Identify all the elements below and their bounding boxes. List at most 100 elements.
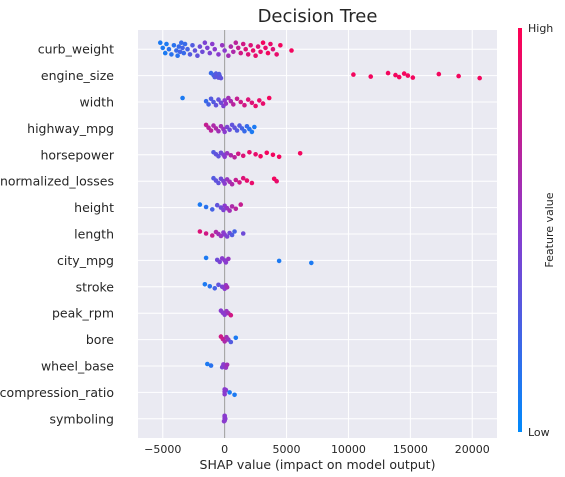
feature-label: stroke xyxy=(76,279,115,294)
shap-point xyxy=(213,102,219,108)
shap-point xyxy=(231,102,236,107)
shap-point xyxy=(227,208,232,213)
feature-row-width xyxy=(180,95,272,109)
shap-point xyxy=(232,392,237,398)
shap-point xyxy=(222,391,227,397)
shap-point xyxy=(197,202,203,207)
shap-point xyxy=(252,124,257,130)
shap-point xyxy=(176,44,182,49)
shap-point xyxy=(436,71,442,77)
shap-point xyxy=(250,48,256,53)
feature-row-curb_weight xyxy=(157,40,294,58)
shap-point xyxy=(245,52,251,57)
shap-point xyxy=(229,232,235,238)
shap-point xyxy=(222,312,227,318)
feature-row-compression_ratio xyxy=(222,387,237,398)
shap-point xyxy=(221,207,226,213)
feature-row-symboling xyxy=(221,413,228,424)
shap-point xyxy=(203,255,209,261)
shap-point xyxy=(260,101,266,106)
feature-label: height xyxy=(74,200,114,215)
shap-point xyxy=(226,53,231,58)
shap-point xyxy=(351,72,356,77)
shap-point xyxy=(226,95,231,101)
shap-point xyxy=(240,153,246,159)
shap-point xyxy=(203,98,209,104)
shap-point xyxy=(276,154,282,160)
shap-point xyxy=(228,312,234,318)
shap-point xyxy=(180,45,185,51)
gridlines xyxy=(138,30,497,438)
shap-point xyxy=(276,258,282,264)
shap-point xyxy=(175,53,180,58)
shap-point xyxy=(222,129,227,135)
x-tick-label: 0 xyxy=(221,443,228,456)
shap-point xyxy=(255,44,261,49)
feature-label: normalized_losses xyxy=(0,174,114,189)
shap-point xyxy=(266,95,272,101)
shap-point xyxy=(253,53,258,58)
shap-point xyxy=(180,95,185,101)
shap-point xyxy=(222,181,227,186)
shap-point xyxy=(410,75,416,80)
shap-point xyxy=(231,49,236,55)
x-tick-label: −5000 xyxy=(144,443,181,456)
shap-point xyxy=(229,181,235,187)
shap-point xyxy=(207,50,213,56)
shap-point xyxy=(309,260,314,266)
shap-point xyxy=(160,45,166,51)
shap-point xyxy=(206,102,211,107)
colorbar-low-label: Low xyxy=(528,426,550,439)
shap-point xyxy=(202,282,208,287)
shap-point xyxy=(238,50,244,56)
shap-point xyxy=(249,100,255,106)
shap-point xyxy=(192,48,198,53)
shap-point xyxy=(209,233,215,238)
shap-point xyxy=(181,50,187,56)
chart-title: Decision Tree xyxy=(258,6,378,27)
shap-point xyxy=(212,286,218,291)
shap-point xyxy=(278,43,283,48)
shap-point xyxy=(456,73,461,79)
shap-point xyxy=(243,46,248,52)
feature-row-normalized_losses xyxy=(211,175,279,187)
shap-point xyxy=(166,46,172,52)
shap-point xyxy=(249,180,255,186)
feature-row-height xyxy=(197,202,244,213)
shap-point xyxy=(368,74,374,79)
shap-point xyxy=(197,44,203,49)
shap-point xyxy=(202,40,208,45)
feature-row-city_mpg xyxy=(203,255,314,266)
feature-row-length xyxy=(197,229,246,239)
shap-point xyxy=(227,127,232,133)
feature-label: wheel_base xyxy=(41,359,114,374)
feature-label: city_mpg xyxy=(57,253,114,268)
x-tick-label: 5000 xyxy=(273,443,301,456)
feature-label: bore xyxy=(86,332,114,347)
shap-point xyxy=(238,99,244,105)
shap-point xyxy=(268,41,273,47)
shap-point xyxy=(223,101,229,106)
data-points xyxy=(157,40,482,424)
shap-point xyxy=(274,178,279,184)
shap-point xyxy=(162,50,168,56)
shap-point xyxy=(222,339,227,344)
shap-point xyxy=(401,71,407,76)
shap-point xyxy=(219,43,225,48)
shap-point xyxy=(258,49,263,55)
shap-point xyxy=(197,229,203,234)
shap-point xyxy=(218,233,224,239)
shap-point xyxy=(164,41,169,47)
shap-point xyxy=(385,70,391,76)
shap-point xyxy=(263,45,268,51)
shap-point xyxy=(209,207,215,212)
feature-label: engine_size xyxy=(41,68,114,83)
shap-point xyxy=(207,284,213,289)
shap-point xyxy=(224,285,230,290)
colorbar-gradient xyxy=(518,28,522,432)
shap-point xyxy=(253,152,258,157)
shap-point xyxy=(237,180,242,185)
shap-point xyxy=(270,46,276,52)
shap-point xyxy=(208,96,214,102)
